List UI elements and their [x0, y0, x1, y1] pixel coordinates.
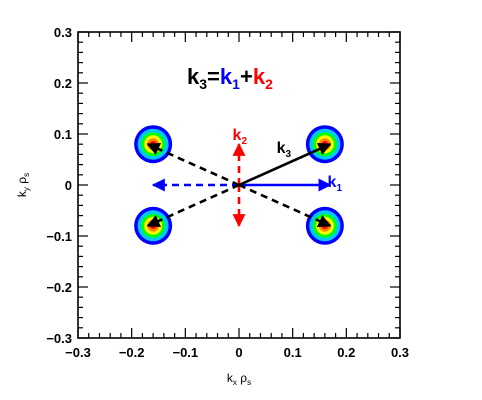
eq-k1: k	[220, 64, 233, 89]
x-tick-label: 0.2	[337, 345, 355, 360]
eq-k2-sub: 2	[265, 76, 273, 92]
vector-k3	[238, 143, 332, 187]
y-tick-label: 0	[65, 178, 72, 193]
label-k1: k1	[328, 174, 343, 194]
eq-k1-sub: 1	[232, 76, 240, 92]
vector-labels: k1 k2 k3	[233, 127, 343, 194]
x-tick-label: 0.3	[391, 345, 409, 360]
y-tick-label: −0.1	[46, 229, 72, 244]
eq-lhs-sub: 3	[199, 76, 207, 92]
y-axis-label: ky ρs	[15, 173, 31, 197]
y-tick-labels: −0.3 −0.2 −0.1 0 0.1 0.2 0.3	[46, 25, 72, 346]
wave-vectors	[146, 142, 332, 228]
label-k3: k3	[277, 140, 292, 160]
spot	[134, 125, 173, 164]
vector-k3-ul	[146, 143, 240, 187]
vector-k3-ll	[146, 183, 240, 227]
vector-k3-lr	[238, 183, 332, 227]
eq-equals: =	[207, 64, 220, 89]
x-axis-label: kx ρs	[227, 371, 251, 387]
spot	[134, 206, 173, 245]
y-tick-label: 0.1	[54, 127, 72, 142]
x-tick-label: 0	[235, 345, 242, 360]
eq-lhs: k	[187, 64, 200, 89]
eq-plus: +	[240, 64, 253, 89]
spot	[305, 125, 344, 164]
spot	[305, 206, 344, 245]
x-tick-labels: −0.3 −0.2 −0.1 0 0.1 0.2 0.3	[65, 345, 409, 360]
x-tick-label: 0.1	[284, 345, 302, 360]
label-k2: k2	[233, 127, 248, 147]
y-tick-label: −0.2	[46, 280, 72, 295]
axis-ticks	[77, 31, 401, 339]
y-tick-label: 0.3	[54, 25, 72, 40]
x-tick-label: −0.3	[65, 345, 91, 360]
eq-k2: k	[253, 64, 266, 89]
x-tick-label: −0.2	[119, 345, 145, 360]
y-tick-label: 0.2	[54, 76, 72, 91]
x-tick-label: −0.1	[172, 345, 198, 360]
equation-label: k3=k1+k2	[187, 64, 273, 92]
y-tick-label: −0.3	[46, 331, 72, 346]
